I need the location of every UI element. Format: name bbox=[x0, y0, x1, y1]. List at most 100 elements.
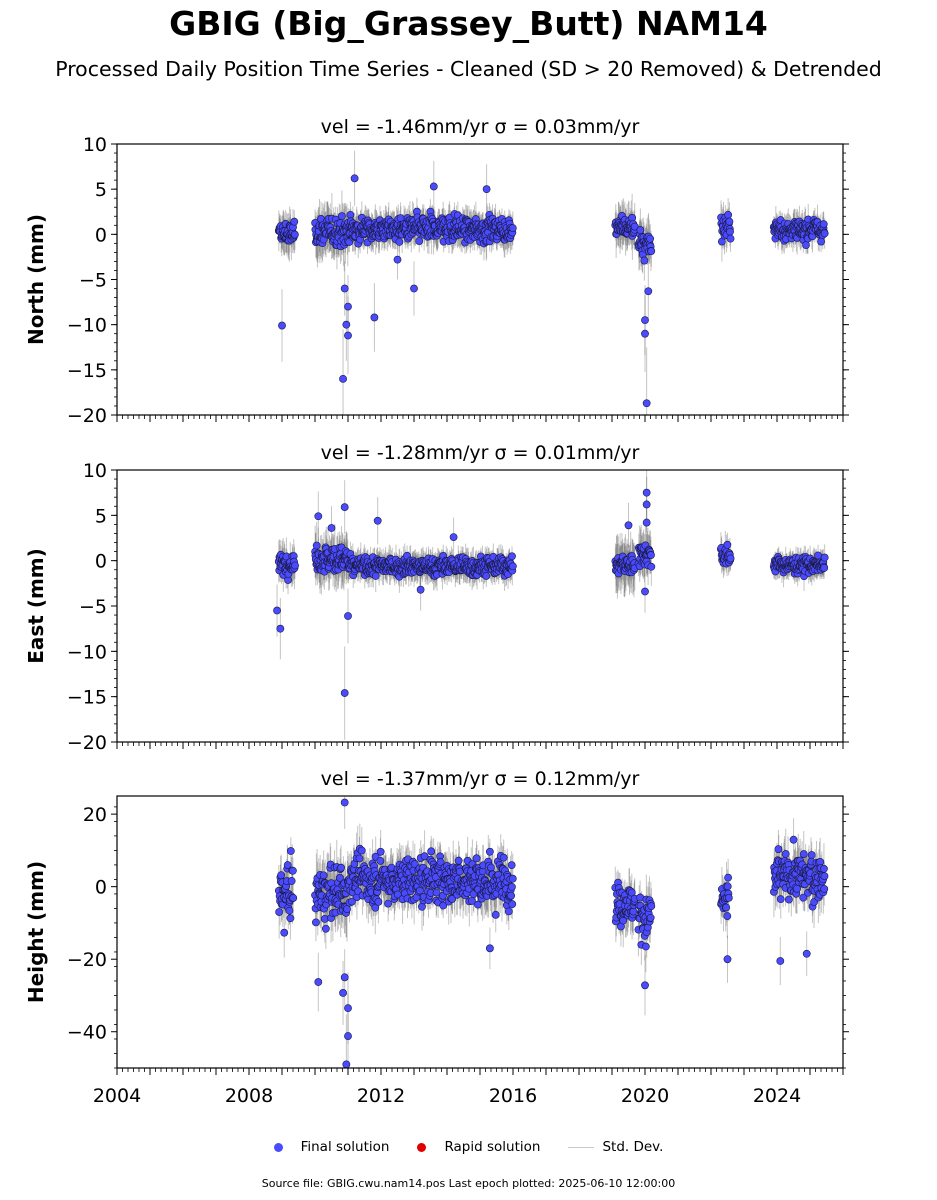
final-solution-point bbox=[420, 852, 429, 861]
final-solution-point bbox=[285, 906, 294, 915]
y-tick-label: −20 bbox=[67, 405, 107, 427]
chart-title: GBIG (Big_Grassey_Butt) NAM14 bbox=[169, 4, 768, 43]
y-tick-label: 0 bbox=[95, 224, 107, 246]
final-solution-point bbox=[374, 897, 383, 906]
velocity-annotation-north: vel = -1.46mm/yr σ = 0.03mm/yr bbox=[321, 116, 640, 138]
final-solution-point bbox=[278, 321, 286, 330]
final-solution-point bbox=[339, 374, 347, 383]
axes-frame-north bbox=[116, 143, 844, 416]
final-solution-points-height bbox=[274, 798, 829, 1068]
final-solution-point bbox=[340, 503, 349, 512]
final-solution-point bbox=[283, 861, 292, 869]
y-tick-label: −5 bbox=[79, 270, 107, 292]
y-tick-label: −15 bbox=[67, 360, 107, 382]
final-solution-point bbox=[287, 877, 296, 885]
final-solution-point bbox=[819, 220, 828, 229]
final-solution-point bbox=[642, 399, 651, 408]
panel-east: −20 −15 −10 −5 0 5 10 vel = -1.28mm/yr σ = 0.01… bbox=[24, 442, 849, 754]
final-solution-point bbox=[630, 222, 639, 231]
final-solution-point bbox=[376, 856, 385, 865]
y-tick-label: 5 bbox=[95, 505, 107, 527]
final-solution-point bbox=[344, 612, 352, 620]
std-dev-bars-height bbox=[278, 796, 825, 1068]
final-solution-point bbox=[508, 224, 517, 232]
final-solution-point bbox=[439, 901, 448, 910]
final-solution-point bbox=[508, 552, 516, 561]
final-solution-point bbox=[416, 585, 425, 594]
final-solution-point bbox=[415, 237, 424, 245]
final-solution-point bbox=[280, 928, 289, 937]
data-north bbox=[274, 150, 829, 415]
final-solution-point bbox=[355, 854, 364, 863]
final-solution-point bbox=[723, 540, 732, 549]
final-solution-point bbox=[291, 561, 299, 570]
final-solution-point bbox=[820, 563, 829, 572]
final-solution-point bbox=[646, 234, 655, 243]
final-solution-point bbox=[642, 488, 651, 497]
final-solution-point bbox=[814, 551, 822, 560]
final-solution-point bbox=[642, 500, 651, 509]
axes-frame-east bbox=[116, 469, 844, 743]
final-solution-point bbox=[482, 185, 491, 194]
final-solution-point bbox=[410, 284, 418, 293]
final-solution-point bbox=[342, 320, 351, 329]
final-solution-point bbox=[640, 256, 649, 265]
final-solution-point bbox=[275, 908, 284, 916]
final-solution-point bbox=[641, 329, 649, 338]
panel-north: −20 −15 −10 −5 0 5 10 vel = -1.46mm/yr σ = 0.03… bbox=[24, 116, 849, 427]
final-solution-point bbox=[343, 905, 351, 913]
data-east bbox=[273, 470, 829, 740]
final-solution-point bbox=[427, 847, 436, 856]
final-solution-point bbox=[344, 302, 352, 311]
final-solution-point bbox=[508, 562, 517, 571]
final-solution-point bbox=[290, 217, 299, 226]
final-solution-point bbox=[641, 316, 649, 325]
final-solution-point bbox=[376, 847, 385, 856]
final-solution-point bbox=[725, 217, 734, 226]
final-solution-point bbox=[473, 900, 482, 909]
final-solution-point bbox=[350, 174, 359, 183]
final-solution-point bbox=[642, 518, 651, 527]
final-solution-point bbox=[289, 894, 298, 902]
std-dev-bars-east bbox=[276, 470, 826, 740]
final-solution-point bbox=[290, 230, 299, 239]
y-tick-label: −20 bbox=[67, 732, 107, 754]
final-solution-point bbox=[647, 551, 655, 559]
final-solution-point bbox=[724, 211, 733, 219]
final-solution-point bbox=[273, 606, 281, 615]
y-tick-label: −10 bbox=[67, 641, 107, 663]
final-solution-point bbox=[357, 846, 366, 855]
std-dev-bars-north bbox=[278, 150, 826, 415]
final-solution-point bbox=[482, 572, 491, 580]
y-tick-label: −5 bbox=[79, 596, 107, 618]
final-solution-point bbox=[314, 512, 323, 521]
final-solution-point bbox=[312, 541, 321, 550]
y-tick-label: 10 bbox=[83, 460, 107, 482]
final-solution-point bbox=[336, 873, 344, 882]
final-solution-point bbox=[448, 895, 457, 903]
final-solution-point bbox=[647, 562, 656, 571]
y-axis-label-east: East (mm) bbox=[24, 548, 48, 664]
final-solution-point bbox=[344, 331, 352, 340]
final-solution-point bbox=[726, 227, 734, 236]
final-solution-points-north bbox=[274, 174, 829, 408]
final-solution-point bbox=[432, 888, 441, 897]
final-solution-point bbox=[418, 902, 426, 911]
final-solution-point bbox=[436, 858, 445, 866]
final-solution-point bbox=[384, 899, 393, 908]
final-solution-points-east bbox=[273, 488, 829, 697]
final-solution-point bbox=[337, 863, 345, 872]
final-solution-point bbox=[454, 856, 463, 865]
final-solution-point bbox=[817, 237, 825, 246]
final-solution-point bbox=[820, 229, 829, 238]
y-tick-label: 5 bbox=[95, 179, 107, 201]
final-solution-point bbox=[370, 313, 379, 322]
final-solution-point bbox=[288, 866, 297, 875]
final-solution-point bbox=[286, 847, 295, 855]
final-solution-point bbox=[371, 572, 380, 580]
final-solution-point bbox=[319, 871, 328, 880]
final-solution-point bbox=[449, 533, 458, 541]
final-solution-point bbox=[373, 516, 382, 525]
